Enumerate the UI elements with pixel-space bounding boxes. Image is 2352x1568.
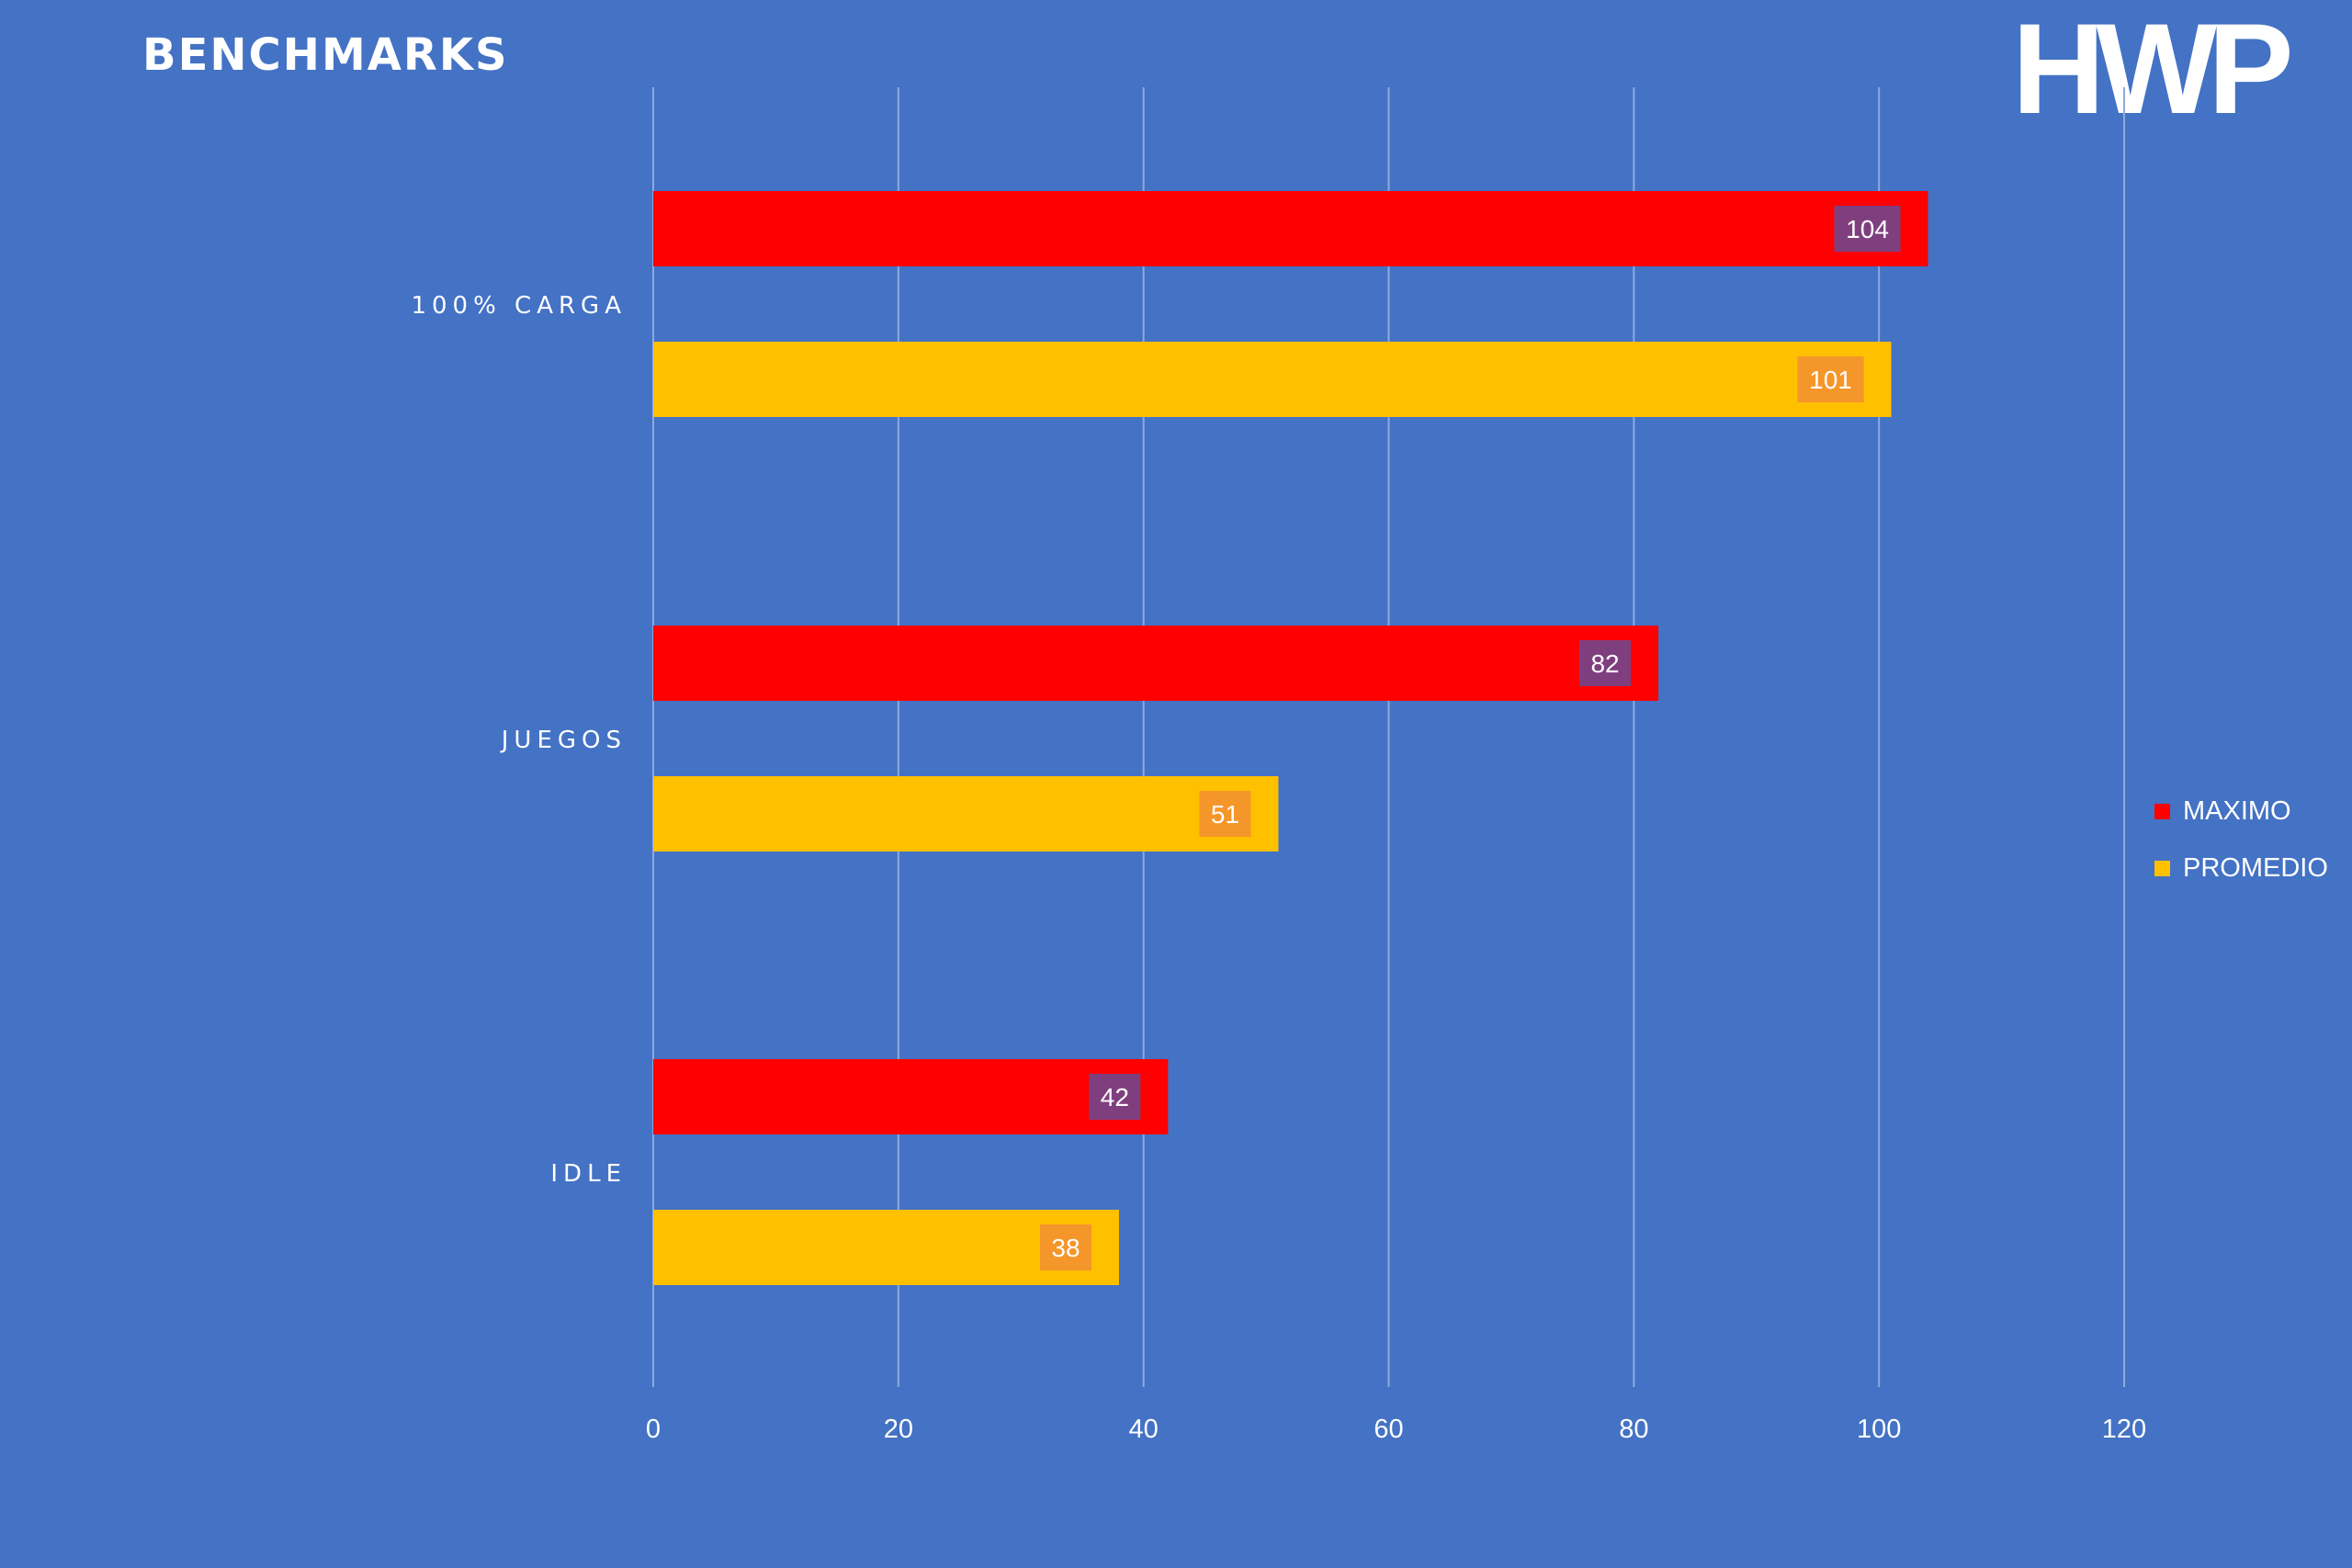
data-label-box: [1089, 1074, 1141, 1120]
legend-swatch-promedio: [2154, 860, 2170, 876]
x-tick-label: 120: [2102, 1415, 2146, 1444]
x-tick-label: 0: [646, 1415, 661, 1444]
category-label: 100% CARGA: [411, 292, 627, 320]
data-label-box: [1579, 640, 1632, 686]
hwp-logo: HWP: [2012, 0, 2294, 141]
legend-swatch-maximo: [2154, 803, 2170, 819]
data-label-box: [1199, 791, 1251, 837]
x-tick-label: 80: [1619, 1415, 1648, 1444]
x-tick-label: 100: [1857, 1415, 1901, 1444]
data-label: 42: [1101, 1083, 1129, 1111]
data-label: 82: [1590, 649, 1619, 678]
data-label: 38: [1051, 1234, 1080, 1262]
category-label: JUEGOS: [500, 727, 627, 754]
data-label: 104: [1846, 215, 1889, 243]
data-label-box: [1039, 1224, 1091, 1270]
data-label: 101: [1809, 366, 1852, 394]
x-tick-label: 20: [884, 1415, 913, 1444]
bar-promedio: [653, 342, 1892, 417]
data-label-box: [1797, 356, 1864, 402]
legend-item-promedio: PROMEDIO: [2154, 840, 2328, 897]
data-label-box: [1834, 206, 1901, 252]
category-label: IDLE: [550, 1160, 627, 1188]
bar-promedio: [653, 776, 1279, 852]
legend-label-promedio: PROMEDIO: [2183, 852, 2328, 883]
chart-title: BENCHMARKS: [142, 29, 509, 81]
bar-maximo: [653, 626, 1659, 701]
legend-item-maximo: MAXIMO: [2154, 783, 2328, 840]
x-tick-label: 40: [1129, 1415, 1159, 1444]
legend-label-maximo: MAXIMO: [2183, 795, 2291, 826]
chart-legend: MAXIMO PROMEDIO: [2154, 783, 2328, 897]
bar-maximo: [653, 191, 1928, 266]
x-tick-label: 60: [1374, 1415, 1403, 1444]
data-label: 51: [1211, 800, 1239, 829]
bar-maximo: [653, 1059, 1169, 1134]
